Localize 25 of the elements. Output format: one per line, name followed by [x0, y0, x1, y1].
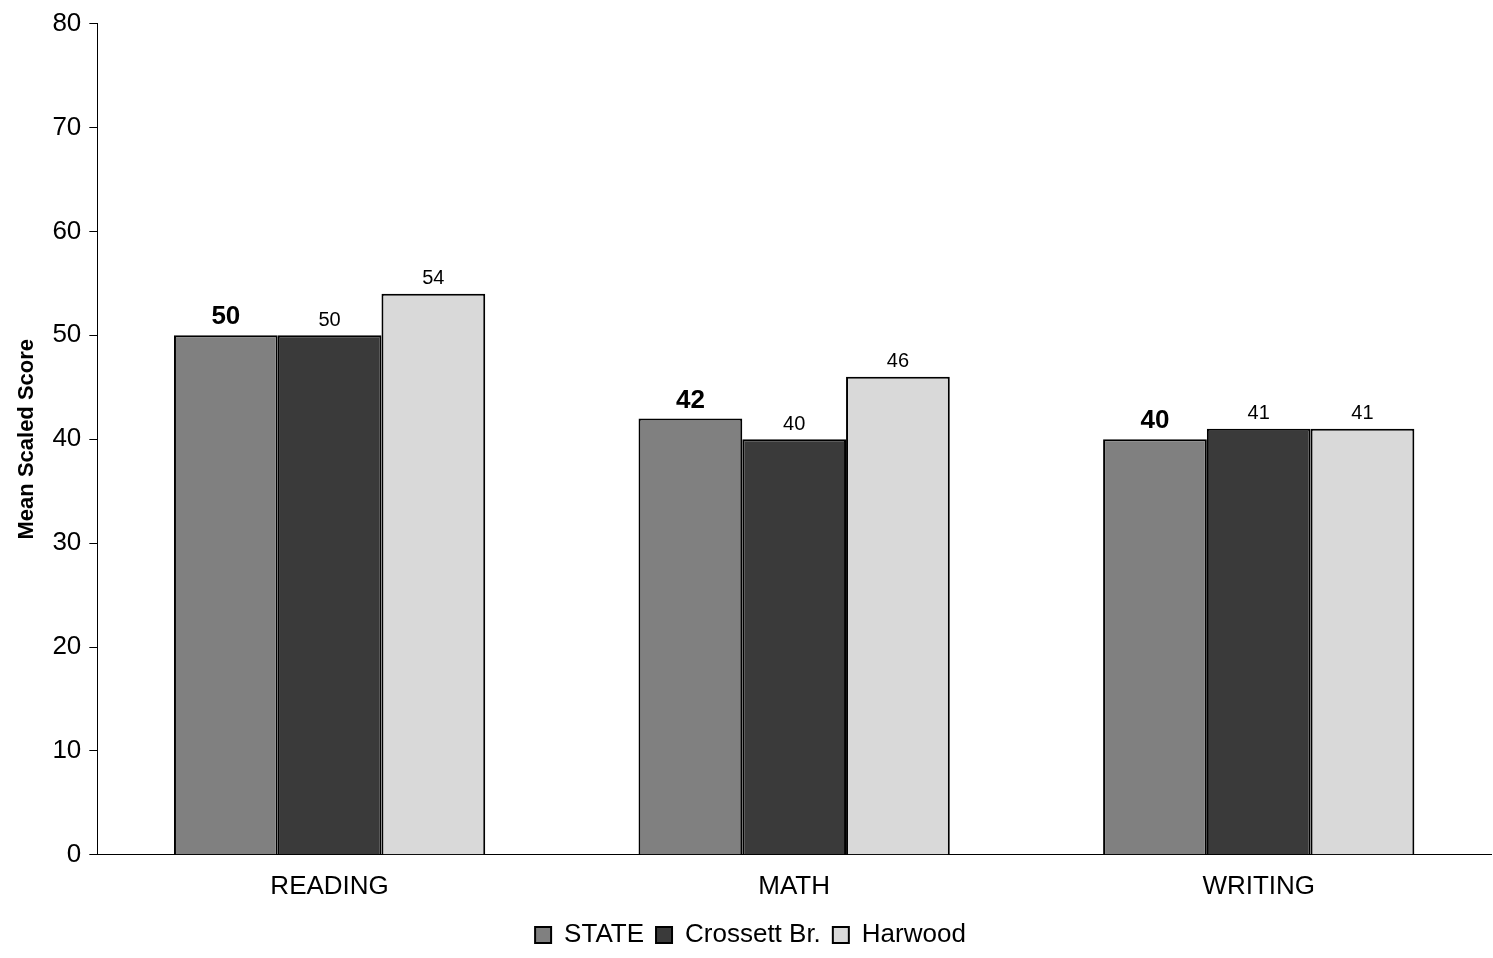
- legend-label: STATE: [564, 918, 645, 949]
- x-tick-label: WRITING: [1202, 869, 1316, 900]
- y-tick-label: 0: [66, 837, 82, 868]
- legend-label: Crossett Br.: [685, 918, 821, 949]
- data-label: 41: [1247, 401, 1270, 424]
- y-tick-label: 30: [52, 526, 82, 557]
- data-label: 46: [886, 349, 910, 372]
- y-axis-title: Mean Scaled Score: [13, 338, 39, 540]
- x-tick-label: READING: [270, 869, 389, 900]
- data-label: 50: [211, 300, 241, 331]
- x-tick-label: MATH: [758, 869, 831, 900]
- data-label: 40: [783, 411, 806, 434]
- data-label: 42: [675, 383, 705, 414]
- y-tick-label: 10: [52, 734, 82, 765]
- y-tick-label: 40: [52, 422, 82, 453]
- data-label: 41: [1351, 401, 1374, 424]
- data-label: 54: [422, 266, 445, 289]
- y-tick-label: 60: [52, 214, 82, 245]
- legend-label: Harwood: [861, 918, 966, 949]
- data-label: 40: [1140, 404, 1170, 435]
- y-tick-label: 70: [52, 110, 82, 141]
- data-label: 50: [318, 307, 341, 330]
- y-tick-label: 20: [52, 630, 82, 661]
- y-tick-label: 80: [52, 6, 82, 37]
- y-tick-label: 50: [52, 318, 82, 349]
